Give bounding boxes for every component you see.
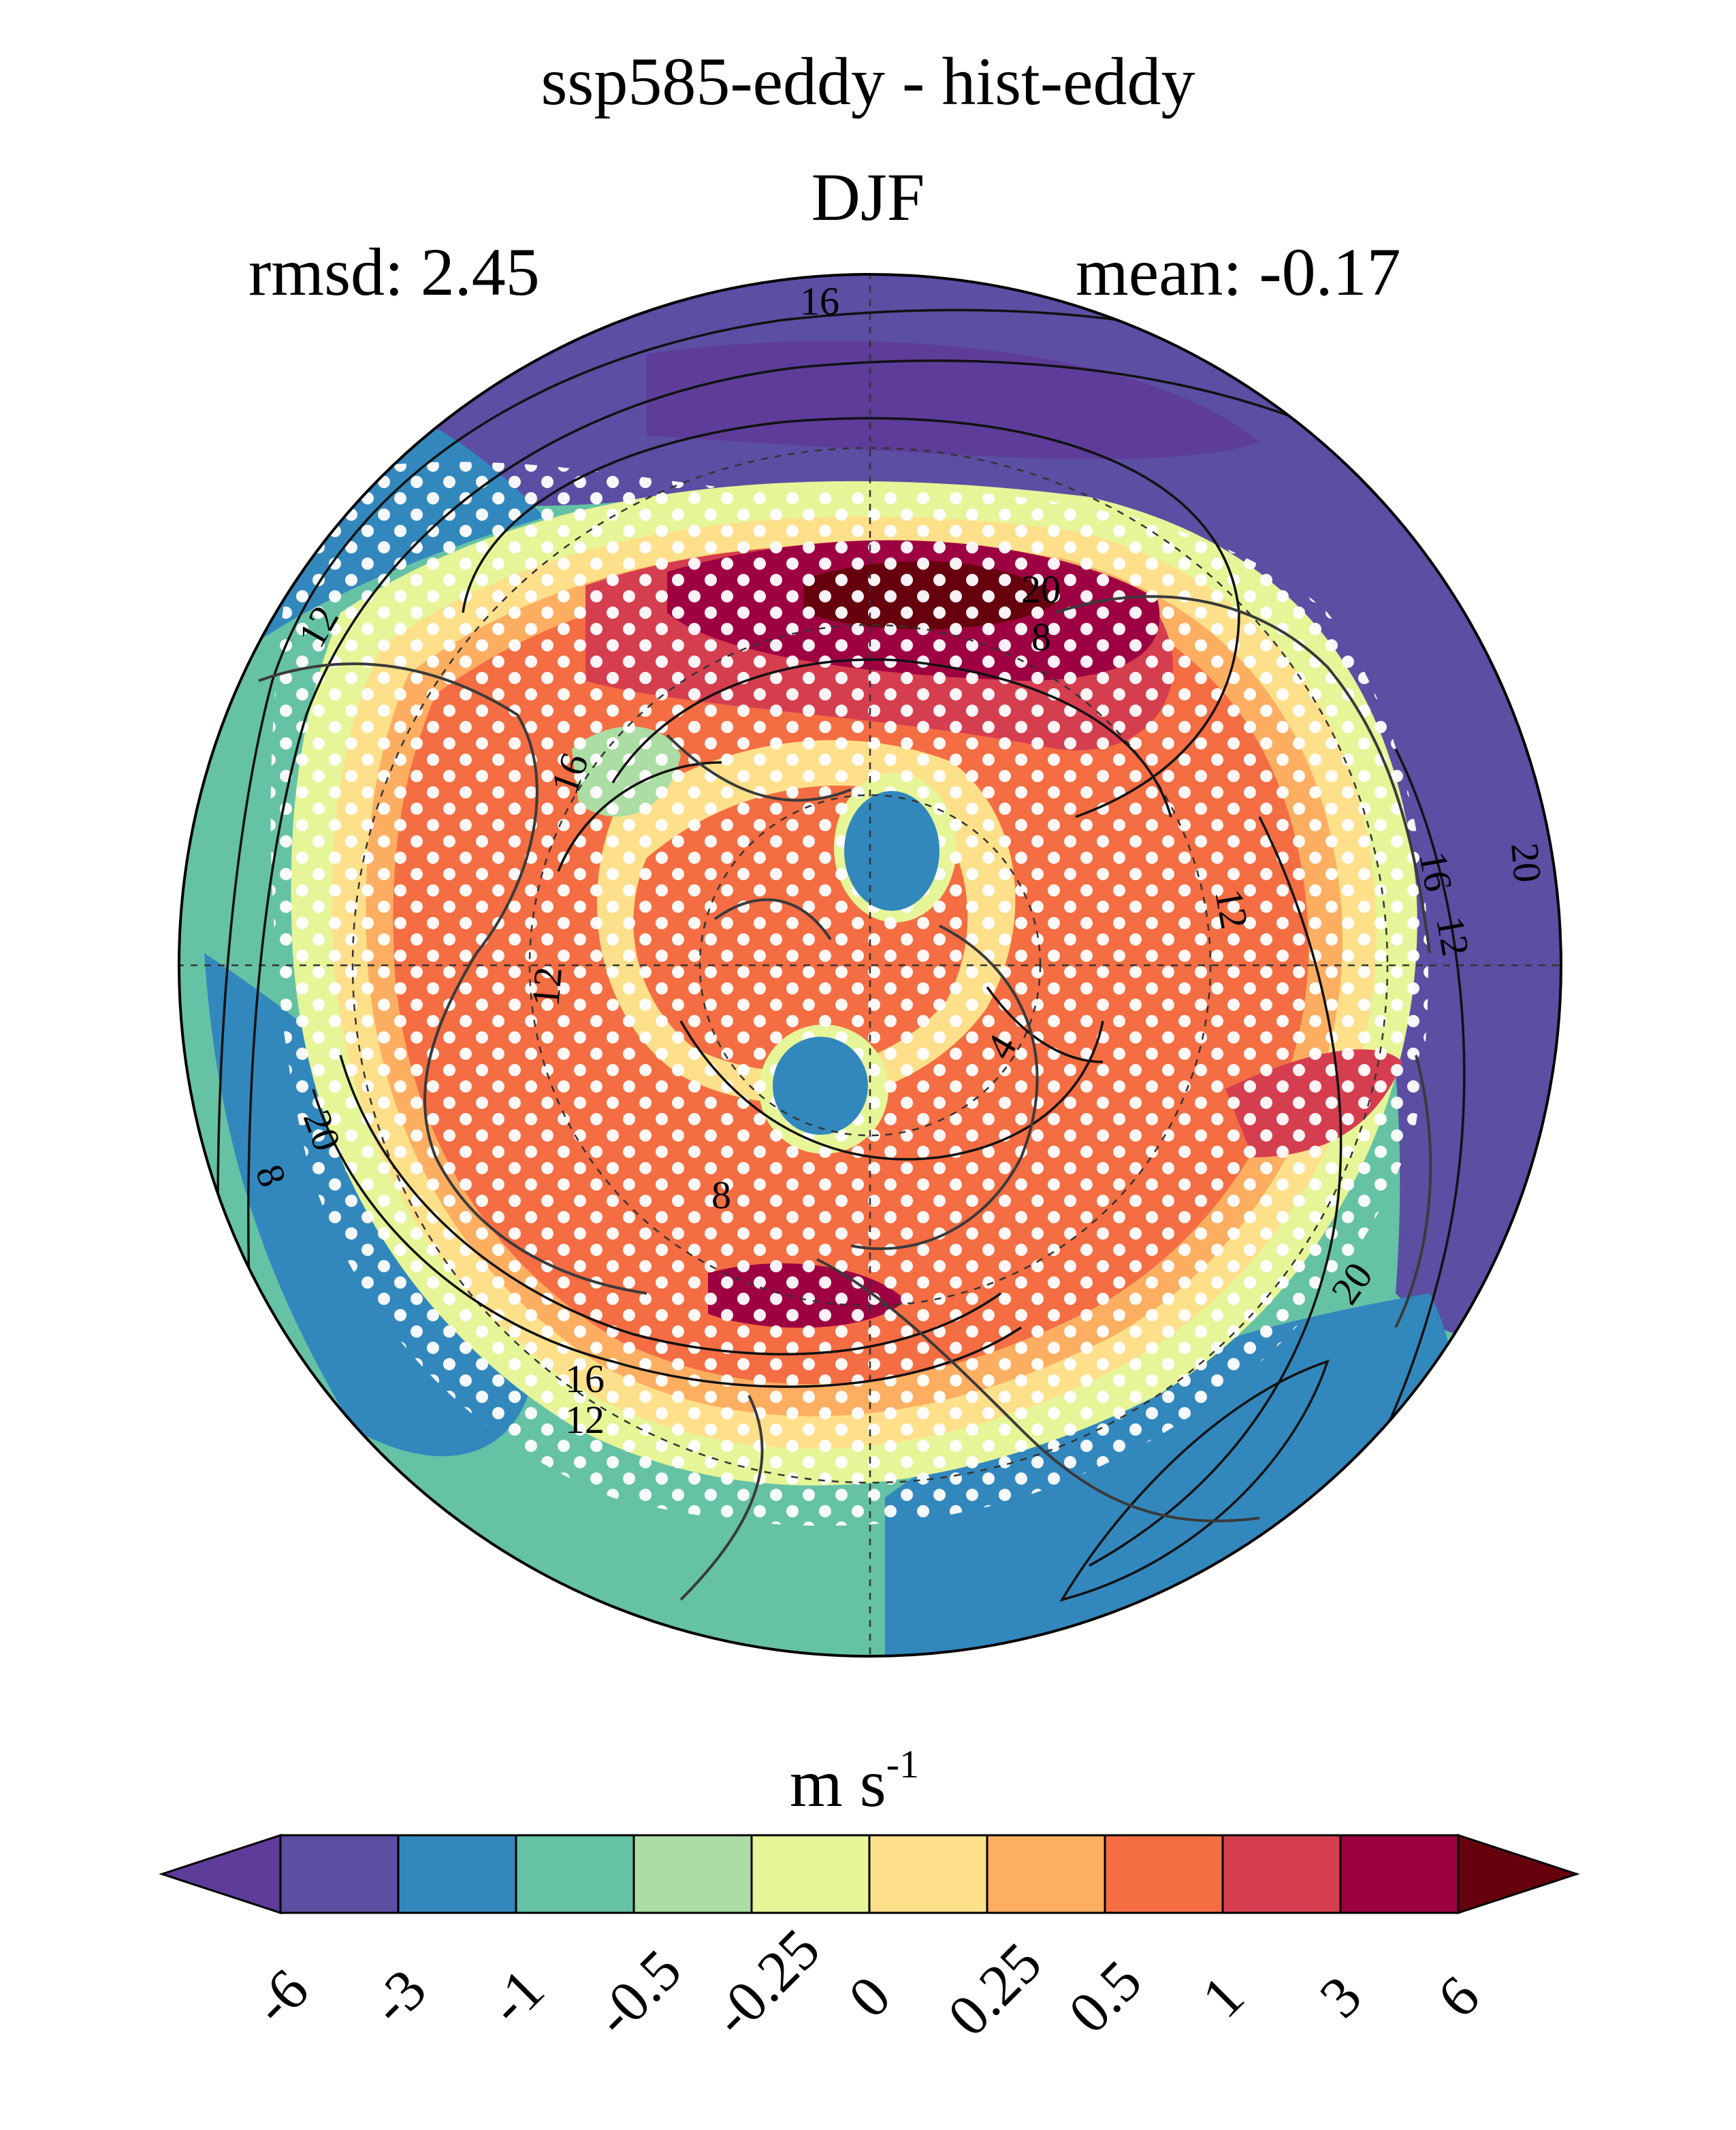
colorbar-tick-label: 0	[835, 1963, 903, 2031]
colorbar-swatch	[1339, 1834, 1460, 1914]
colorbar-tick-label: -6	[240, 1956, 321, 2037]
colorbar-tick-label: 1	[1189, 1963, 1257, 2031]
contour-label: 12	[565, 1398, 605, 1442]
colorbar-tick-label: -0.25	[699, 1916, 833, 2049]
colorbar-tick-label: 0.5	[1056, 1948, 1154, 2046]
polar-map: 16 20 8 12 12 16 12 20 20 8 16 12 8 4 20…	[178, 273, 1562, 1658]
colorbar-swatch	[1221, 1834, 1342, 1914]
field-layer	[179, 274, 1561, 1656]
colorbar-swatch	[632, 1834, 753, 1914]
season-label: DJF	[811, 159, 925, 235]
colorbar-tick-label: 3	[1306, 1963, 1375, 2031]
colorbar-swatch	[868, 1834, 988, 1914]
map-boundary	[178, 273, 1562, 1658]
plot-title: ssp585-eddy - hist-eddy	[541, 44, 1195, 119]
colorbar	[159, 1833, 1580, 1915]
contour-label: 12	[1428, 913, 1478, 959]
colorbar-extend-high	[1457, 1833, 1580, 1915]
contour-label: 16	[1411, 848, 1461, 894]
colorbar-extend-low	[159, 1833, 282, 1915]
contour-label: 20	[1502, 841, 1550, 884]
colorbar-unit: m s-1	[790, 1741, 920, 1821]
rmsd-label: rmsd: 2.45	[248, 234, 540, 310]
colorbar-swatch	[515, 1834, 635, 1914]
colorbar-tick-label: 6	[1424, 1963, 1492, 2031]
colorbar-swatch	[1104, 1834, 1224, 1914]
colorbar-swatch	[986, 1834, 1106, 1914]
colorbar-tick-label: -1	[475, 1956, 557, 2037]
colorbar-tick-label: -0.5	[581, 1937, 694, 2049]
colorbar-swatch	[279, 1834, 400, 1914]
unit-exponent: -1	[886, 1741, 920, 1786]
contour-label: 8	[1031, 615, 1051, 659]
contour-label: 8	[711, 1173, 731, 1217]
colorbar-swatch	[750, 1834, 871, 1914]
contour-label: 20	[1021, 567, 1061, 611]
mean-label: mean: -0.17	[1076, 234, 1401, 310]
contour-label: 16	[565, 1357, 605, 1401]
colorbar-swatch	[397, 1834, 517, 1914]
contour-label: 16	[800, 279, 839, 323]
contour-label: 12	[1206, 886, 1257, 932]
colorbar-tick-label: 0.25	[935, 1930, 1054, 2049]
contour-label: 12	[523, 965, 570, 1008]
colorbar-tick-label: -3	[357, 1956, 439, 2037]
